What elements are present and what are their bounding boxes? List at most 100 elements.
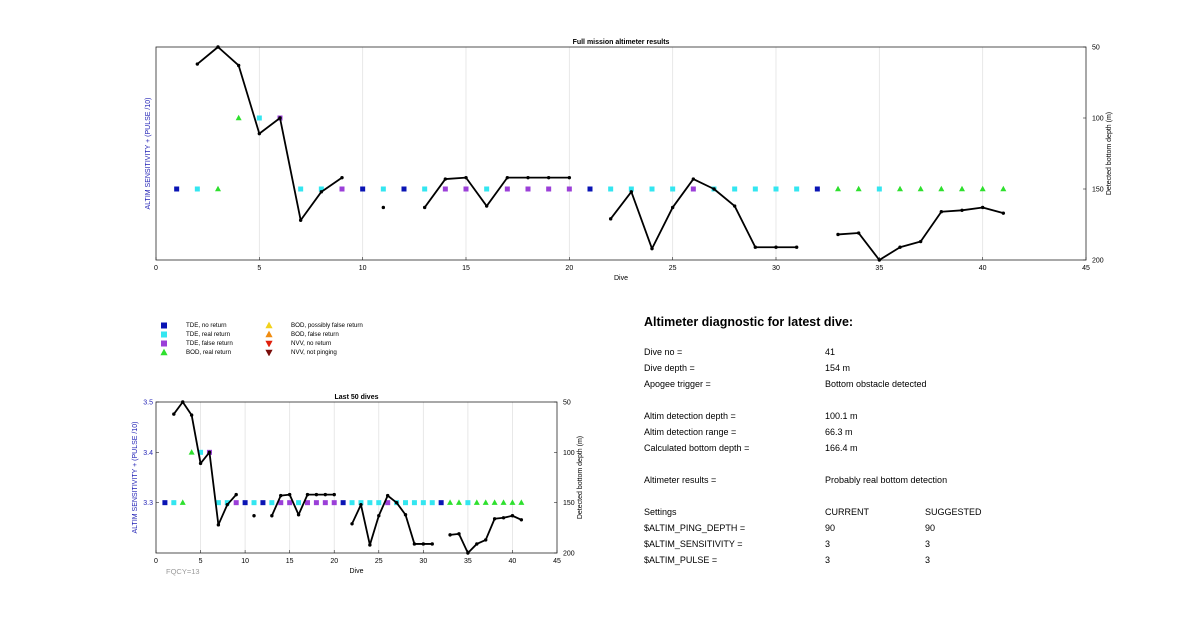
depth-point [332,492,336,497]
depth-point [712,187,716,191]
marker-bod_real [215,185,221,192]
depth-point [296,513,301,517]
y-left-tick-label: 3.5 [143,399,153,406]
marker-tde_real [429,500,435,506]
marker-bod_real [917,185,924,192]
depth-point [492,517,497,521]
x-tick-label: 10 [359,265,367,272]
depth-point [836,232,840,237]
marker-nvv_no [265,340,273,347]
marker-tde_real [367,500,373,506]
pulse-label: $ALTIM_PULSE = [644,555,718,565]
results-label: Altimeter results = [644,475,717,485]
marker-tde_real [628,186,634,192]
marker-tde_false [442,186,448,192]
plot-frame [155,46,1087,261]
legend-symbol [160,348,168,356]
marker-tde_no [587,186,593,192]
depth-point [314,492,319,497]
legend-label: NVV, not pinging [291,349,337,356]
marker-tde_real [420,500,426,506]
depth-point [505,175,510,180]
depth-point [464,175,468,180]
current-header: CURRENT [825,507,869,517]
depth-point [980,205,985,210]
marker-tde_false [287,500,293,506]
marker-tde_real [608,186,614,192]
apogee-label: Apogee trigger = [644,379,711,389]
calculated-depth-label: Calculated bottom depth = [644,443,750,453]
x-axis-label: Dive [349,568,363,575]
marker-tde_false [322,500,328,506]
depth-point [918,239,923,244]
y-right-tick-label: 150 [1092,186,1104,193]
depth-point [960,208,964,212]
legend-label: BOD, possibly false return [291,322,363,329]
marker-tde_real [411,500,417,506]
depth-point [877,258,882,262]
marker-tde_no [174,186,180,192]
marker-bod_real [235,114,242,121]
marker-tde_real [670,186,676,192]
depth-point [774,245,778,249]
marker-tde_real [422,186,428,192]
y-left-tick-label: 3.3 [143,500,153,507]
marker-tde_real [296,500,302,506]
legend-symbol [265,340,273,347]
ping-depth-current: 90 [825,523,836,533]
marker-bod_real [518,499,525,505]
marker-bod_real [509,499,516,505]
sensitivity-label: $ALTIM_SENSITIVITY = [644,539,743,549]
depth-point [287,492,292,497]
marker-bod_real [482,499,489,505]
marker-tde_no [360,186,366,192]
depth-line [449,514,522,554]
depth-point [856,231,861,235]
sensitivity-current: 3 [825,539,831,549]
marker-tde_real [752,186,758,192]
marker-tde_real [349,500,355,506]
legend-symbol [161,331,167,338]
sensitivity-suggested: 3 [925,539,931,549]
y-right-tick-label: 200 [1092,257,1104,264]
y-left-tick-label: 3.4 [143,450,153,457]
x-tick-label: 40 [509,558,517,565]
marker-tde_real [876,186,882,192]
x-tick-label: 20 [565,265,573,272]
legend-symbol [265,349,273,356]
full-mission-chart: 0 5 10 15 20 25 30 35 40 45 50 100 150 200 Full missio… [145,39,1113,282]
marker-bod_real [500,499,507,505]
x-tick-label: 20 [330,558,338,565]
depth-point [753,245,758,249]
dive-depth-label: Dive depth = [644,363,695,373]
marker-tde_false [161,340,167,347]
depth-point [350,522,354,526]
marker-bod_false [265,330,273,338]
marker-tde_real [649,186,655,192]
marker-tde_false [313,500,319,506]
x-tick-label: 0 [154,265,158,272]
depth-point [1001,211,1006,215]
marker-tde_false [339,186,345,192]
marker-bod_real [897,185,903,192]
depth-point [298,218,303,222]
legend-symbol [161,340,167,347]
detection-range-value: 66.3 m [825,427,853,437]
marker-tde_real [403,500,409,506]
depth-point [898,245,902,249]
marker-tde_no [162,500,168,506]
depth-point [257,131,262,136]
depth-point [501,516,506,520]
apogee-value: Bottom obstacle detected [825,379,927,389]
depth-point [519,518,524,522]
dive-depth-value: 154 m [825,363,851,373]
depth-point [732,204,737,208]
x-tick-label: 30 [419,558,427,565]
marker-tde_real [215,500,221,506]
legend-label: TDE, no return [186,322,227,329]
marker-tde_real [465,500,471,506]
marker-tde_no [401,186,407,192]
legend-symbol [265,330,273,338]
marker-tde_real [269,500,275,506]
